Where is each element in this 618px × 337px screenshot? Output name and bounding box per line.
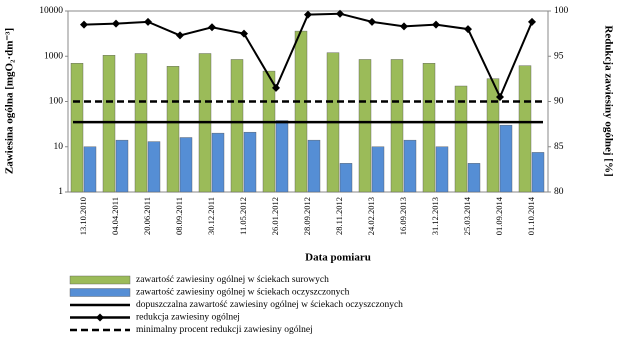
bar: [371, 146, 385, 193]
bar: [339, 163, 353, 193]
y2-tick-label: 90: [554, 97, 564, 107]
bar: [294, 30, 308, 193]
legend-label: zawartość zawiesiny ogólnej w ściekach s…: [136, 275, 329, 285]
bar: [275, 120, 289, 193]
marker: [368, 17, 376, 26]
x-tick-label: 20.06.2011: [142, 197, 152, 235]
x-tick-label: 28.11.2012: [334, 197, 344, 235]
y-tick-label: 100: [49, 97, 64, 107]
legend-swatch: [69, 288, 131, 297]
bar: [486, 78, 500, 193]
marker: [272, 83, 280, 92]
marker: [432, 20, 440, 29]
legend-label: minimalny procent redukcji zawiesiny ogó…: [136, 325, 313, 335]
marker: [112, 19, 120, 28]
y2-axis-title: Redukcja zawiesiny ogólnej [%]: [602, 25, 614, 176]
marker: [208, 23, 216, 32]
x-tick-label: 25.03.2014: [462, 196, 472, 235]
bar: [403, 139, 417, 193]
bar: [166, 66, 180, 193]
bar: [435, 146, 449, 193]
y2-tick-label: 95: [554, 51, 564, 61]
bar: [499, 124, 513, 193]
legend-label: redukcja zawiesiny ogólnej: [136, 313, 240, 323]
line: [83, 12, 533, 100]
bar: [531, 152, 545, 193]
bar: [467, 163, 481, 193]
y-tick-label: 1000: [44, 51, 63, 61]
legend-label: zawartość zawiesiny ogólnej w ściekach o…: [136, 288, 350, 298]
x-tick-label: 04.04.2011: [110, 197, 120, 235]
x-tick-label: 13.10.2010: [78, 197, 88, 235]
y-axis-title: Zawiesina ogólna [mgO₂·dm⁻³]: [4, 28, 16, 174]
bar: [307, 139, 321, 193]
x-tick-label: 16.09.2013: [398, 197, 408, 235]
bar: [83, 146, 97, 193]
x-tick-label: 30.12.2011: [206, 197, 216, 235]
bar: [390, 59, 404, 193]
y2-tick-label: 100: [554, 6, 569, 16]
bar: [454, 85, 468, 193]
marker: [80, 20, 88, 29]
legend-swatch: [69, 275, 131, 285]
marker: [400, 22, 408, 31]
x-tick-label: 08.09.2011: [174, 197, 184, 235]
bar: [358, 59, 372, 193]
x-tick-label: 01.09.2014: [494, 196, 504, 235]
marker: [304, 10, 312, 19]
x-axis-title: Data pomiaru: [305, 252, 371, 264]
bar: [262, 70, 276, 193]
bar: [230, 59, 244, 193]
x-tick-label: 31.12.2013: [430, 197, 440, 235]
legend-marker: [96, 313, 104, 322]
marker: [144, 17, 152, 26]
y-tick-label: 10000: [39, 6, 63, 16]
marker: [528, 17, 536, 26]
y2-tick-label: 80: [554, 187, 564, 197]
x-tick-label: 24.02.2013: [366, 197, 376, 235]
bar: [422, 63, 436, 193]
x-tick-label: 28.09.2012: [302, 197, 312, 235]
bar: [243, 131, 257, 193]
bar: [115, 139, 129, 193]
x-tick-label: 11.05.2012: [238, 197, 248, 235]
marker: [464, 25, 472, 34]
bar: [102, 55, 116, 193]
x-tick-label: 01.10.2014: [526, 196, 536, 235]
y-tick-label: 10: [54, 142, 64, 152]
marker: [240, 29, 248, 38]
y-tick-label: 1: [58, 187, 63, 197]
y2-tick-label: 85: [554, 142, 564, 152]
marker: [496, 92, 504, 101]
bar: [518, 65, 532, 193]
legend-label: dopuszczalna zawartość zawiesiny ogólnej…: [136, 300, 403, 310]
x-tick-label: 26.01.2012: [270, 197, 280, 235]
bar: [70, 63, 84, 193]
marker: [176, 31, 184, 40]
bar: [211, 132, 225, 193]
marker: [336, 9, 344, 18]
bar: [179, 137, 193, 193]
bar: [147, 141, 161, 193]
